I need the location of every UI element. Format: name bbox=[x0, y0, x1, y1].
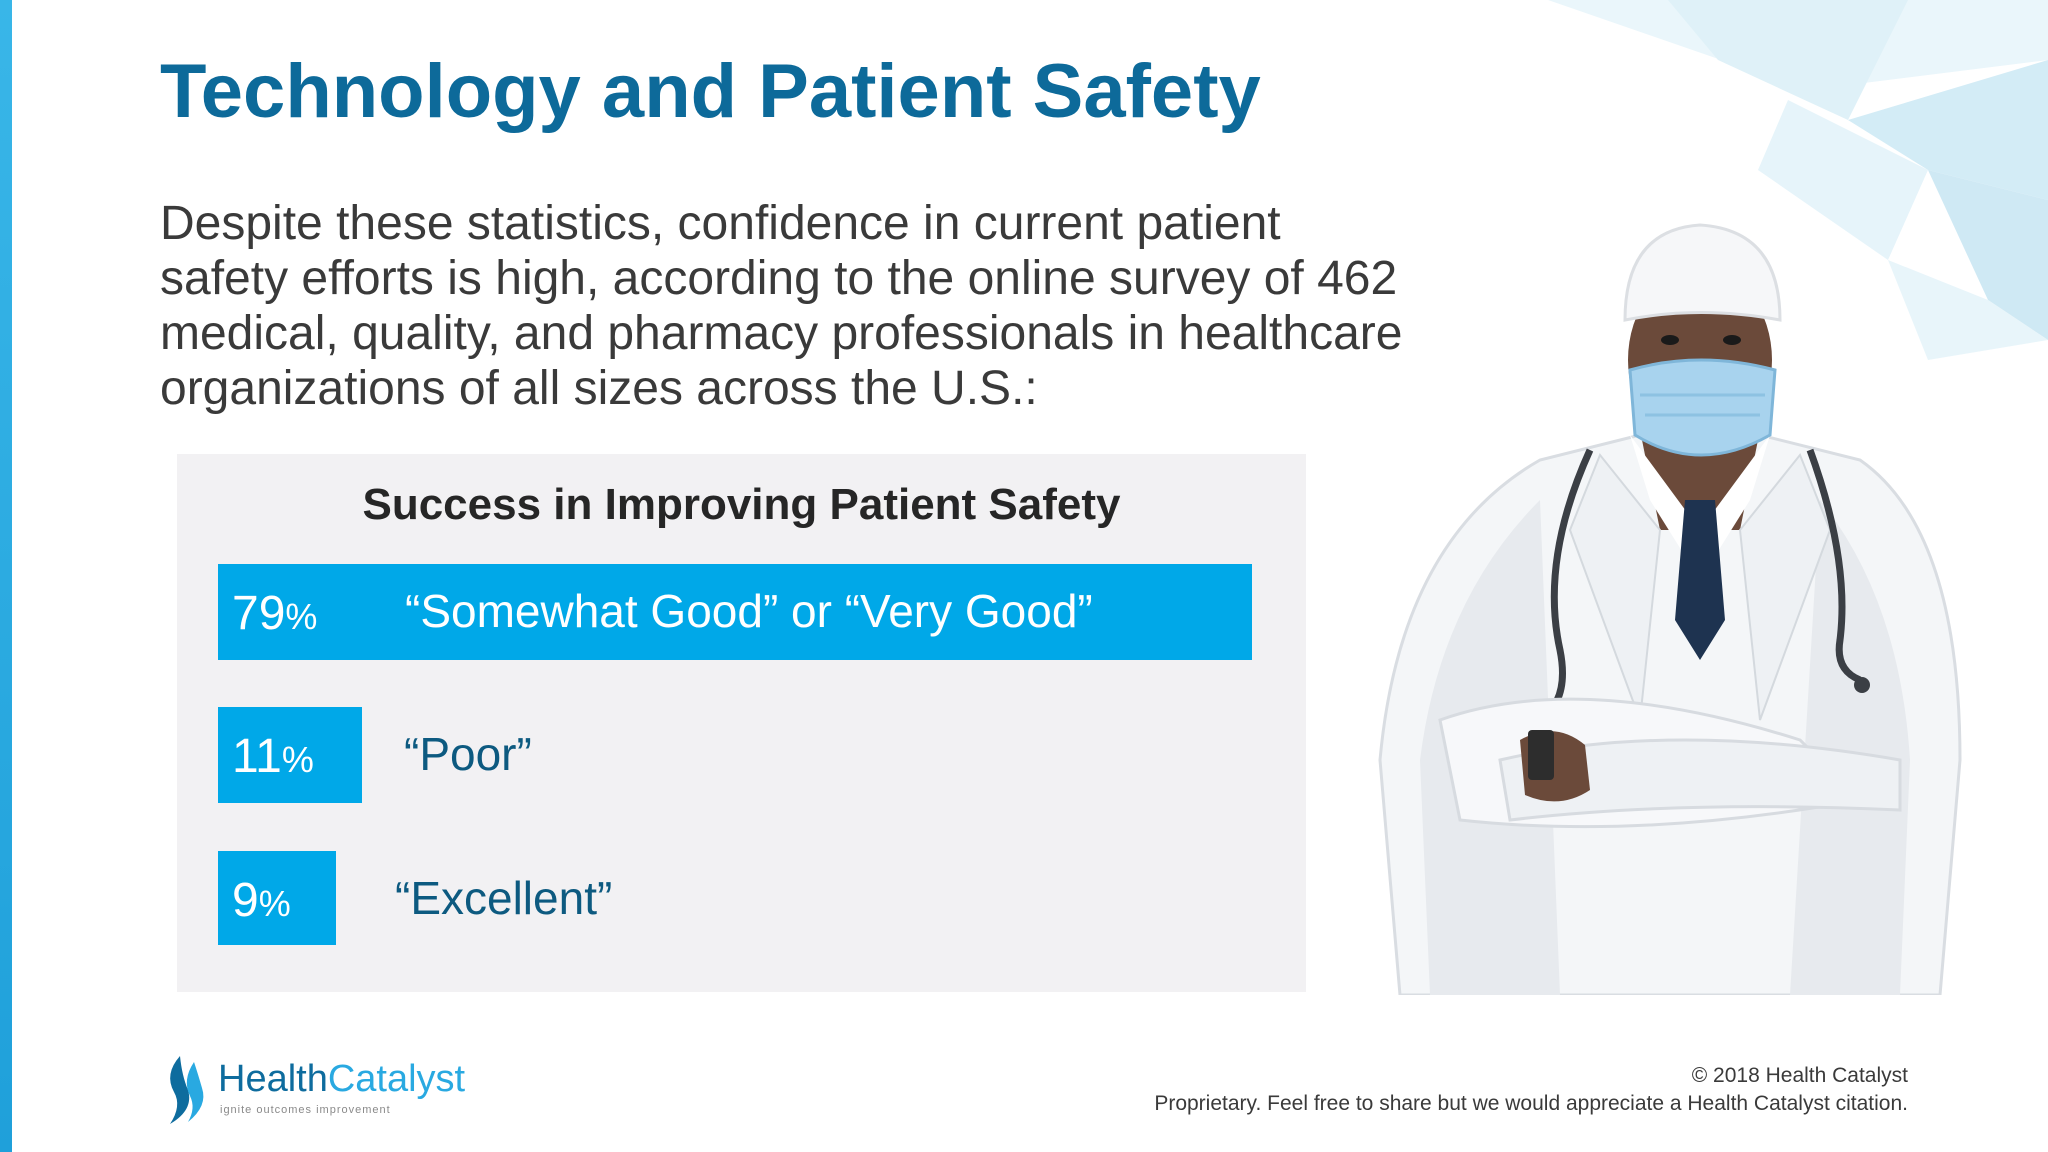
bar-value-label-1: 11% bbox=[232, 729, 314, 784]
bar-1 bbox=[218, 707, 362, 803]
flame-logo-icon bbox=[170, 1056, 204, 1124]
chart-title: Success in Improving Patient Safety bbox=[362, 480, 1121, 529]
chart-panel: Success in Improving Patient Safety 79% “… bbox=[177, 454, 1306, 992]
bar-value-number: 11 bbox=[232, 730, 282, 783]
health-catalyst-logo: HealthCatalyst ignite outcomes improveme… bbox=[160, 1052, 480, 1128]
bar-category-label-2: “Excellent” bbox=[395, 872, 613, 924]
bar-category-label-1: “Poor” bbox=[404, 728, 532, 780]
bar-2 bbox=[218, 851, 336, 945]
bar-value-label-0: 79% bbox=[232, 586, 317, 641]
footer: © 2018 Health Catalyst Proprietary. Feel… bbox=[1154, 1062, 1908, 1118]
logo-word-catalyst: Catalyst bbox=[327, 1058, 466, 1100]
footer-copyright: © 2018 Health Catalyst bbox=[1691, 1064, 1908, 1087]
background-geometric-shapes bbox=[1548, 0, 2048, 360]
bar-value-label-2: 9% bbox=[232, 873, 291, 928]
bar-category-label-0: “Somewhat Good” or “Very Good” bbox=[405, 585, 1093, 637]
doctor-photo-icon bbox=[1378, 223, 1962, 995]
bar-value-unit: % bbox=[285, 596, 318, 637]
footer-notice: Proprietary. Feel free to share but we w… bbox=[1154, 1092, 1908, 1115]
bar-value-number: 9 bbox=[232, 874, 259, 927]
logo-tagline: ignite outcomes improvement bbox=[220, 1104, 391, 1116]
bar-value-unit: % bbox=[258, 883, 291, 924]
intro-paragraph: Despite these statistics, confidence in … bbox=[160, 197, 1403, 415]
bar-value-unit: % bbox=[281, 739, 314, 780]
bar-value-number: 79 bbox=[232, 587, 286, 640]
logo-word-health: Health bbox=[218, 1058, 328, 1100]
left-accent-stripe bbox=[0, 0, 12, 1152]
slide-title: Technology and Patient Safety bbox=[160, 49, 1261, 134]
bar-0 bbox=[218, 564, 1252, 660]
